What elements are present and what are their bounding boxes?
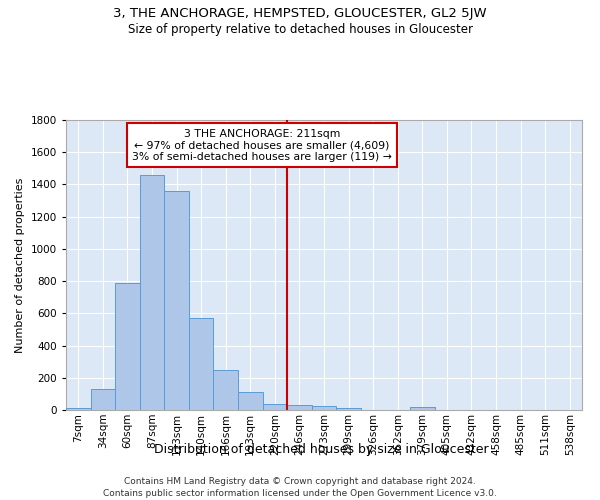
Y-axis label: Number of detached properties: Number of detached properties	[15, 178, 25, 352]
Text: 3 THE ANCHORAGE: 211sqm
← 97% of detached houses are smaller (4,609)
3% of semi-: 3 THE ANCHORAGE: 211sqm ← 97% of detache…	[132, 128, 392, 162]
Bar	[140, 175, 164, 410]
Text: Size of property relative to detached houses in Gloucester: Size of property relative to detached ho…	[128, 22, 473, 36]
Bar	[410, 407, 434, 410]
Bar	[263, 404, 287, 410]
Bar	[189, 318, 214, 410]
Text: Contains public sector information licensed under the Open Government Licence v3: Contains public sector information licen…	[103, 489, 497, 498]
Bar	[164, 191, 189, 410]
Bar	[336, 408, 361, 410]
Text: 3, THE ANCHORAGE, HEMPSTED, GLOUCESTER, GL2 5JW: 3, THE ANCHORAGE, HEMPSTED, GLOUCESTER, …	[113, 8, 487, 20]
Text: Distribution of detached houses by size in Gloucester: Distribution of detached houses by size …	[154, 442, 488, 456]
Bar	[214, 370, 238, 410]
Bar	[287, 405, 312, 410]
Bar	[312, 406, 336, 410]
Bar	[91, 389, 115, 410]
Bar	[238, 392, 263, 410]
Text: Contains HM Land Registry data © Crown copyright and database right 2024.: Contains HM Land Registry data © Crown c…	[124, 478, 476, 486]
Bar	[115, 282, 140, 410]
Bar	[66, 408, 91, 410]
